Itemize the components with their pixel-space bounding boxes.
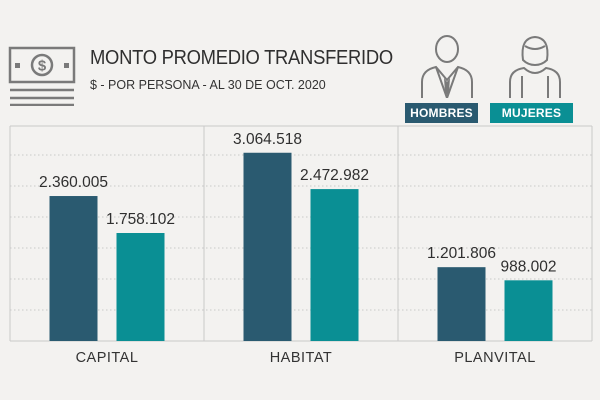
data-label: 1.758.102: [106, 211, 175, 228]
legend-women: MUJERES: [490, 103, 573, 123]
data-label: 1.201.806: [427, 245, 496, 262]
data-label: 2.472.982: [300, 167, 369, 184]
category-label: CAPITAL: [76, 350, 139, 366]
data-label: 3.064.518: [233, 131, 302, 148]
bar-mujeres-capital: [116, 233, 165, 341]
svg-text:$: $: [38, 58, 47, 75]
bar-mujeres-habitat: [310, 189, 359, 341]
category-label: HABITAT: [270, 350, 333, 366]
bar-hombres-capital: [49, 196, 98, 341]
bar-mujeres-planvital: [504, 280, 553, 341]
legend-women-label: MUJERES: [501, 106, 562, 120]
money-bill-icon: $: [8, 46, 76, 106]
category-label: PLANVITAL: [454, 350, 536, 366]
legend-men: HOMBRES: [405, 103, 478, 123]
bar-hombres-habitat: [243, 152, 292, 341]
bar-hombres-planvital: [437, 267, 486, 341]
chart-title: MONTO PROMEDIO TRANSFERIDO: [90, 47, 393, 69]
woman-icon: [509, 35, 561, 98]
man-icon: [421, 35, 473, 98]
data-label: 988.002: [500, 258, 556, 275]
chart-subtitle: $ - POR PERSONA - AL 30 DE OCT. 2020: [90, 78, 326, 92]
legend-men-label: HOMBRES: [410, 106, 473, 120]
data-label: 2.360.005: [39, 174, 108, 191]
